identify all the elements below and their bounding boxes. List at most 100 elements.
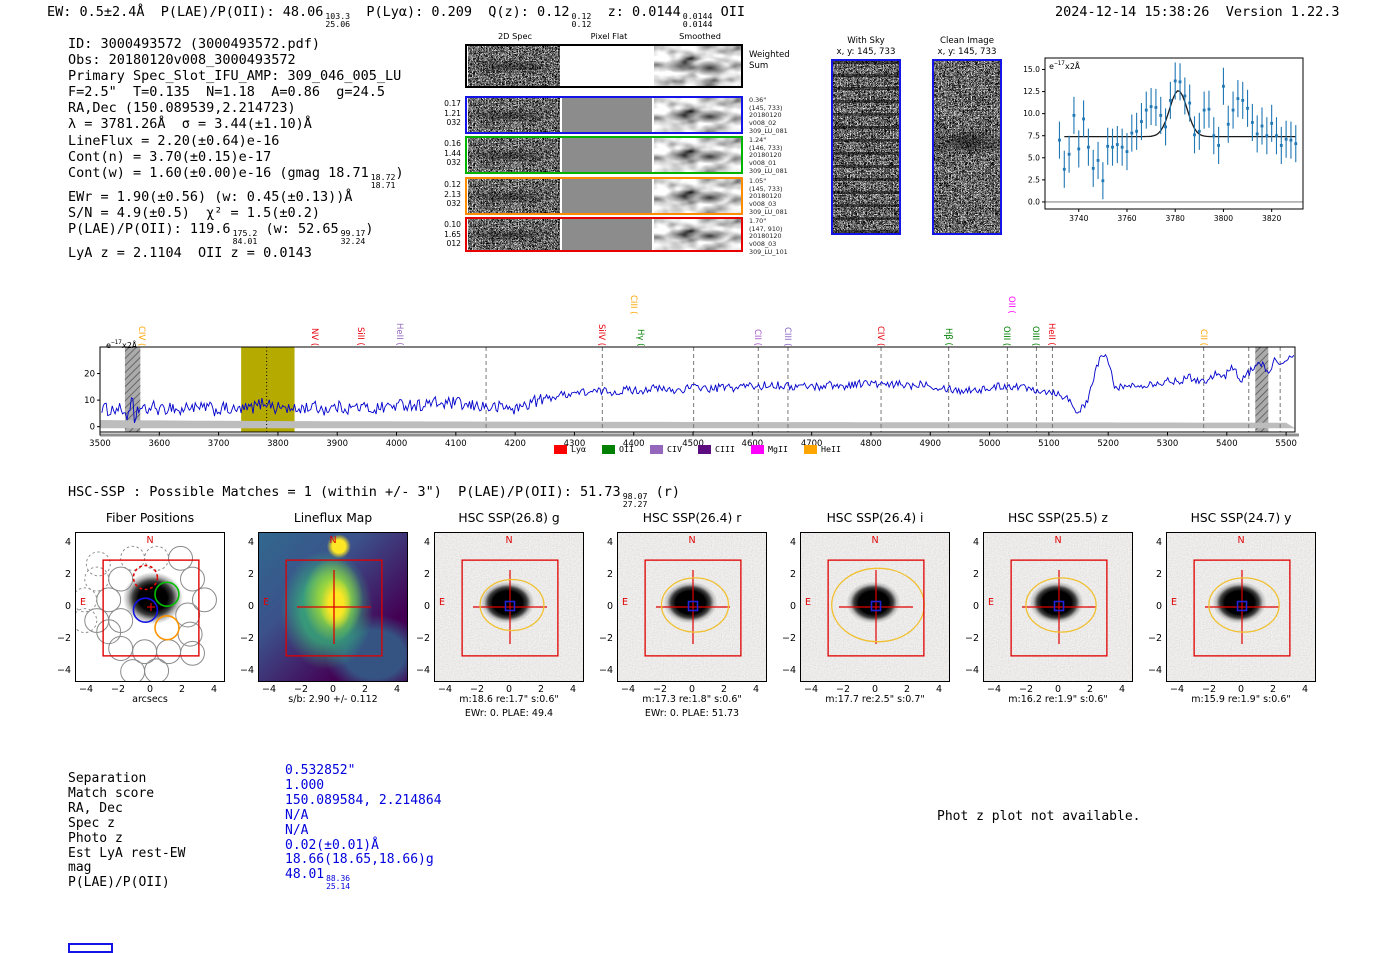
svg-text:4000: 4000: [386, 439, 408, 449]
cutout-panel-title: HSC SSP(26.4) r: [642, 511, 742, 525]
y-tick-label: 2: [789, 569, 796, 580]
spec2d-strip: [468, 98, 560, 132]
spec2d-row-right-labels: 0.36" (145, 733) 20180120 v008_02 309_LU_081: [749, 96, 788, 136]
svg-text:4300: 4300: [564, 439, 586, 449]
cutout-panel-hsc: [1166, 532, 1316, 682]
spec2d-row-left-labels: 0.17 1.21 032: [420, 99, 461, 128]
spacer: [1209, 4, 1225, 20]
pixel-flat-strip: [562, 179, 652, 213]
match-label: Photo z: [68, 830, 123, 846]
emission-line-label: CIII (: [628, 294, 638, 314]
fraction-bottom: 18.71: [370, 179, 396, 190]
hsc-match-header: HSC-SSP : Possible Matches = 1 (within +…: [68, 484, 680, 508]
stacked-fraction: 98.07 27.27: [623, 492, 648, 509]
match-value: 48.01 88.36 25.14: [285, 867, 442, 891]
match-label: Spec z: [68, 815, 115, 831]
fraction-bottom: 0.12: [571, 19, 592, 30]
info-line: Obs: 20180120v008_3000493572: [68, 52, 404, 68]
svg-text:3800: 3800: [267, 439, 289, 449]
emission-line-label: HeII (: [394, 323, 404, 346]
text-segment: HSC-SSP : Possible Matches = 1 (within +…: [68, 484, 621, 500]
right-label-line: 20180120: [749, 111, 782, 120]
match-value: N/A: [285, 808, 442, 824]
x-tick-label: 0: [505, 684, 513, 695]
hsc-overlay: [1010, 559, 1108, 657]
spec2d-strip: [468, 179, 560, 213]
x-tick-label: −2: [469, 684, 485, 695]
spec2d-row: [465, 44, 743, 88]
cutout-caption: m:17.3 re:1.8" s:0.6": [642, 694, 742, 705]
x-tick-label: 2: [178, 684, 186, 695]
info-line: λ = 3781.26Å σ = 3.44(±1.10)Å: [68, 116, 404, 132]
fraction-top: 175.2: [232, 228, 258, 238]
y-tick-label: 2: [1155, 569, 1162, 580]
info-line: Cont(n) = 3.70(±0.15)e-17: [68, 149, 404, 165]
y-tick-label: 0: [64, 601, 71, 612]
smoothed-strip: [654, 219, 741, 250]
fraction-top: 103.3: [325, 10, 351, 21]
svg-text:5400: 5400: [1216, 439, 1238, 449]
pixel-flat-strip: [562, 138, 652, 172]
svg-text:0.0: 0.0: [1028, 198, 1040, 207]
stacked-fraction: 88.36 25.14: [326, 875, 350, 891]
y-tick-label: −2: [964, 633, 979, 644]
compass-north-label: N: [505, 535, 513, 546]
right-label-line: v008_02: [749, 119, 777, 128]
left-label-line: 0.12: [444, 180, 461, 189]
right-label-line: 20180120: [749, 151, 782, 160]
right-label-line: (145, 733): [749, 184, 783, 193]
svg-text:2.5: 2.5: [1028, 175, 1040, 184]
right-label-line: 20180120: [749, 192, 782, 201]
legend-label: Lyα: [571, 444, 587, 454]
x-tick-label: −4: [78, 684, 94, 695]
info-line: P(LAE)/P(OII): 119.6 175.2 84.01 (w: 52.65…: [68, 221, 404, 245]
weighted-label-line: Sum: [749, 60, 769, 71]
svg-text:3760: 3760: [1117, 214, 1136, 223]
emission-line-label: HeII (: [1046, 323, 1056, 346]
x-tick-label: 4: [210, 684, 218, 695]
emission-line-label: NV (: [309, 327, 319, 346]
text-segment: λ = 3781.26Å σ = 3.44(±1.10)Å: [68, 116, 312, 133]
x-tick-label: −4: [261, 684, 277, 695]
y-tick-label: 4: [1155, 537, 1162, 548]
spec2d-row: [465, 136, 743, 174]
text-segment: ): [395, 164, 404, 181]
partial-bottom-cutout: [68, 943, 113, 953]
cutout-caption: m:17.7 re:2.5" s:0.7": [825, 694, 925, 705]
cutout-caption: m:15.9 re:1.9" s:0.6": [1191, 694, 1291, 705]
right-label-line: (146, 733): [749, 143, 783, 152]
text-segment: ID: 3000493572 (3000493572.pdf): [68, 36, 320, 52]
hsc-overlay: [644, 559, 742, 657]
left-label-line: 1.44: [444, 148, 461, 158]
with-sky-coords: x, y: 145, 733: [836, 46, 896, 57]
smoothed-strip: [654, 46, 741, 86]
stacked-fraction: 0.12 0.12: [571, 12, 592, 30]
fraction-top: 18.72: [370, 171, 396, 182]
cutout-panel-hsc: [800, 532, 950, 682]
pixel-flat-strip: [562, 98, 652, 132]
lineflux-overlay: [285, 559, 383, 657]
compass-north-label: N: [871, 535, 879, 546]
right-label-line: 309_LU_081: [749, 166, 788, 175]
x-tick-label: 0: [688, 684, 696, 695]
cutout-caption: m:18.6 re:1.7" s:0.6": [459, 694, 559, 705]
smoothed-strip: [654, 138, 741, 172]
legend-item: OII: [602, 444, 634, 454]
clean-image-title: Clean Image x, y: 145, 733: [931, 36, 1003, 57]
text-segment: P(LAE)/P(OII): 119.6: [68, 221, 231, 238]
legend-item: Lyα: [554, 444, 586, 454]
y-tick-label: 4: [247, 537, 254, 548]
fraction-bottom: 25.14: [326, 881, 350, 891]
stacked-fraction: 99.17 32.24: [341, 229, 366, 246]
hsc-overlay: [827, 559, 925, 657]
match-value: 150.089584, 2.214864: [285, 793, 442, 809]
col-title-pixelflat: Pixel Flat: [590, 31, 628, 41]
compass-north-label: N: [1054, 535, 1062, 546]
svg-text:4500: 4500: [682, 439, 704, 449]
match-label: RA, Dec: [68, 800, 123, 816]
legend-item: CIV: [650, 444, 682, 454]
svg-text:3740: 3740: [1069, 214, 1088, 223]
svg-text:3600: 3600: [148, 439, 170, 449]
text-segment: F=2.5" T=0.135 N=1.18 A=0.86 g=24.5: [68, 84, 385, 101]
x-tick-label: −2: [1201, 684, 1217, 695]
